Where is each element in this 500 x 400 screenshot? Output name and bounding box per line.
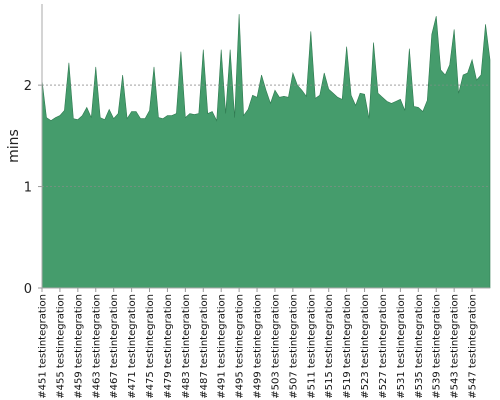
x-tick-label: #535 testintegration bbox=[414, 294, 425, 399]
y-tick-label: 2 bbox=[24, 79, 32, 94]
x-tick-label: #511 testintegration bbox=[306, 294, 317, 399]
x-tick-label: #483 testintegration bbox=[181, 294, 192, 399]
x-tick-label: #519 testintegration bbox=[342, 294, 353, 399]
y-axis-ticks: 0 1 2 bbox=[24, 79, 42, 297]
x-tick-label: #495 testintegration bbox=[235, 294, 246, 399]
x-tick-label: #451 testintegration bbox=[38, 294, 49, 399]
x-tick-label: #487 testintegration bbox=[199, 294, 210, 399]
x-tick-label: #523 testintegration bbox=[360, 294, 371, 399]
x-tick-label: #539 testintegration bbox=[432, 294, 443, 399]
x-axis-ticks: #451 testintegration #455 testintegration… bbox=[38, 288, 479, 399]
x-tick-label: #459 testintegration bbox=[73, 294, 84, 399]
y-tick-label: 1 bbox=[24, 181, 32, 196]
x-tick-label: #499 testintegration bbox=[253, 294, 264, 399]
x-tick-label: #515 testintegration bbox=[324, 294, 335, 399]
x-tick-label: #479 testintegration bbox=[163, 294, 174, 399]
x-tick-label: #503 testintegration bbox=[270, 294, 281, 399]
x-tick-label: #467 testintegration bbox=[109, 294, 120, 399]
x-tick-label: #527 testintegration bbox=[378, 294, 389, 399]
area-series bbox=[41, 14, 491, 289]
x-tick-label: #507 testintegration bbox=[288, 294, 299, 399]
y-tick-label: 0 bbox=[24, 282, 32, 297]
y-axis-label: mins bbox=[6, 129, 22, 163]
x-tick-label: #531 testintegration bbox=[396, 294, 407, 399]
x-tick-label: #463 testintegration bbox=[91, 294, 102, 399]
x-tick-label: #491 testintegration bbox=[217, 294, 228, 399]
x-tick-label: #547 testintegration bbox=[468, 294, 479, 399]
x-tick-label: #455 testintegration bbox=[55, 294, 66, 399]
x-tick-label: #543 testintegration bbox=[450, 294, 461, 399]
x-tick-label: #471 testintegration bbox=[127, 294, 138, 399]
x-tick-label: #475 testintegration bbox=[145, 294, 156, 399]
grid-lines-overlay bbox=[42, 84, 490, 187]
